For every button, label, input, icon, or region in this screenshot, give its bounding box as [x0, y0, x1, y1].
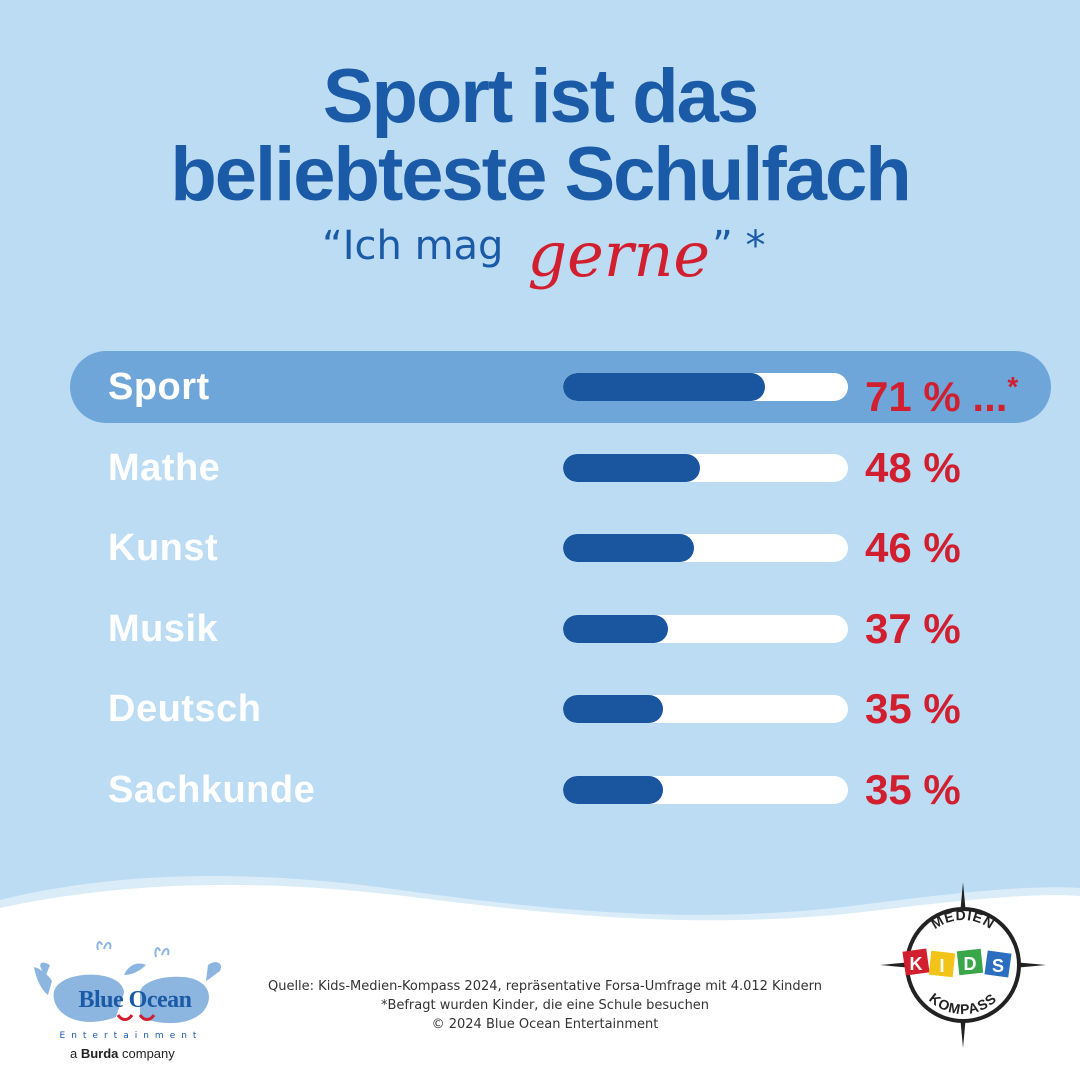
footer-note: *Befragt wurden Kinder, die eine Schule … — [380, 998, 710, 1013]
bar-category-label: Musik — [108, 608, 219, 650]
bar-value-label: 71 % ...* — [865, 347, 1018, 437]
footer-source-block: Quelle: Kids-Medien-Kompass 2024, repräs… — [240, 977, 850, 1034]
bar-value-text: 37 % — [865, 605, 961, 652]
page-title-line-1: Sport ist das — [322, 54, 759, 139]
blue-ocean-subline: Entertainment — [59, 1031, 203, 1041]
bar-track — [563, 534, 848, 562]
bar-fill — [563, 454, 700, 482]
bar-row: Sachkunde 35 % — [0, 750, 1080, 830]
bar-value-label: 35 % — [865, 750, 961, 830]
bar-value-text: 35 % — [865, 685, 961, 732]
bar-value-label: 37 % — [865, 589, 961, 669]
whale-logo-icon — [34, 941, 222, 1024]
subtitle-prefix: “Ich mag — [322, 223, 504, 269]
bar-value-asterisk: * — [1007, 371, 1019, 402]
bar-row: Sport 71 % ...* — [0, 347, 1080, 427]
blue-ocean-wordmark: Blue Ocean — [78, 987, 192, 1013]
bar-track — [563, 454, 848, 482]
svg-text:S: S — [992, 956, 1004, 976]
burda-byline: a Burda company — [70, 1046, 175, 1061]
svg-text:I: I — [939, 956, 944, 976]
bar-category-label: Mathe — [108, 447, 221, 489]
bar-category-label: Kunst — [108, 527, 219, 569]
bar-row: Musik 37 % — [0, 589, 1080, 669]
blue-ocean-logo: Blue Ocean Entertainment — [28, 935, 228, 1065]
bar-fill — [563, 695, 663, 723]
page-title-line-2: beliebteste Schulfach — [170, 132, 911, 217]
subtitle-suffix: ” * — [712, 223, 766, 269]
bar-value-text: 48 % — [865, 444, 961, 491]
bar-track — [563, 776, 848, 804]
kids-medien-kompass-logo: MEDIEN KOMPASS K I D S — [880, 882, 1046, 1048]
logo-kids-blocks: K I D S — [902, 948, 1012, 978]
bar-fill — [563, 534, 694, 562]
bar-track — [563, 695, 848, 723]
bar-category-label: Sachkunde — [108, 769, 316, 811]
bar-row: Mathe 48 % — [0, 428, 1080, 508]
bar-value-text: 71 % — [865, 373, 961, 420]
footer-source: Quelle: Kids-Medien-Kompass 2024, repräs… — [267, 979, 823, 994]
bar-track — [563, 373, 848, 401]
highlight-band — [70, 351, 1051, 423]
bar-value-label: 48 % — [865, 428, 961, 508]
subtitle: “Ich mag gerne ” * — [322, 216, 766, 288]
bar-value-label: 46 % — [865, 508, 961, 588]
bar-fill — [563, 615, 668, 643]
bar-row: Kunst 46 % — [0, 508, 1080, 588]
bar-category-label: Sport — [108, 366, 210, 408]
bar-value-text: 35 % — [865, 766, 961, 813]
bar-track — [563, 615, 848, 643]
footer-copyright: © 2024 Blue Ocean Entertainment — [431, 1017, 659, 1032]
bar-value-label: 35 % — [865, 669, 961, 749]
svg-text:K: K — [910, 954, 923, 974]
subtitle-script-word: gerne — [527, 218, 711, 291]
bar-row: Deutsch 35 % — [0, 669, 1080, 749]
bar-value-suffix: ... — [960, 373, 1008, 420]
bar-fill — [563, 373, 765, 401]
svg-text:D: D — [964, 954, 977, 974]
bar-category-label: Deutsch — [108, 688, 262, 730]
bar-value-text: 46 % — [865, 524, 961, 571]
bar-fill — [563, 776, 663, 804]
